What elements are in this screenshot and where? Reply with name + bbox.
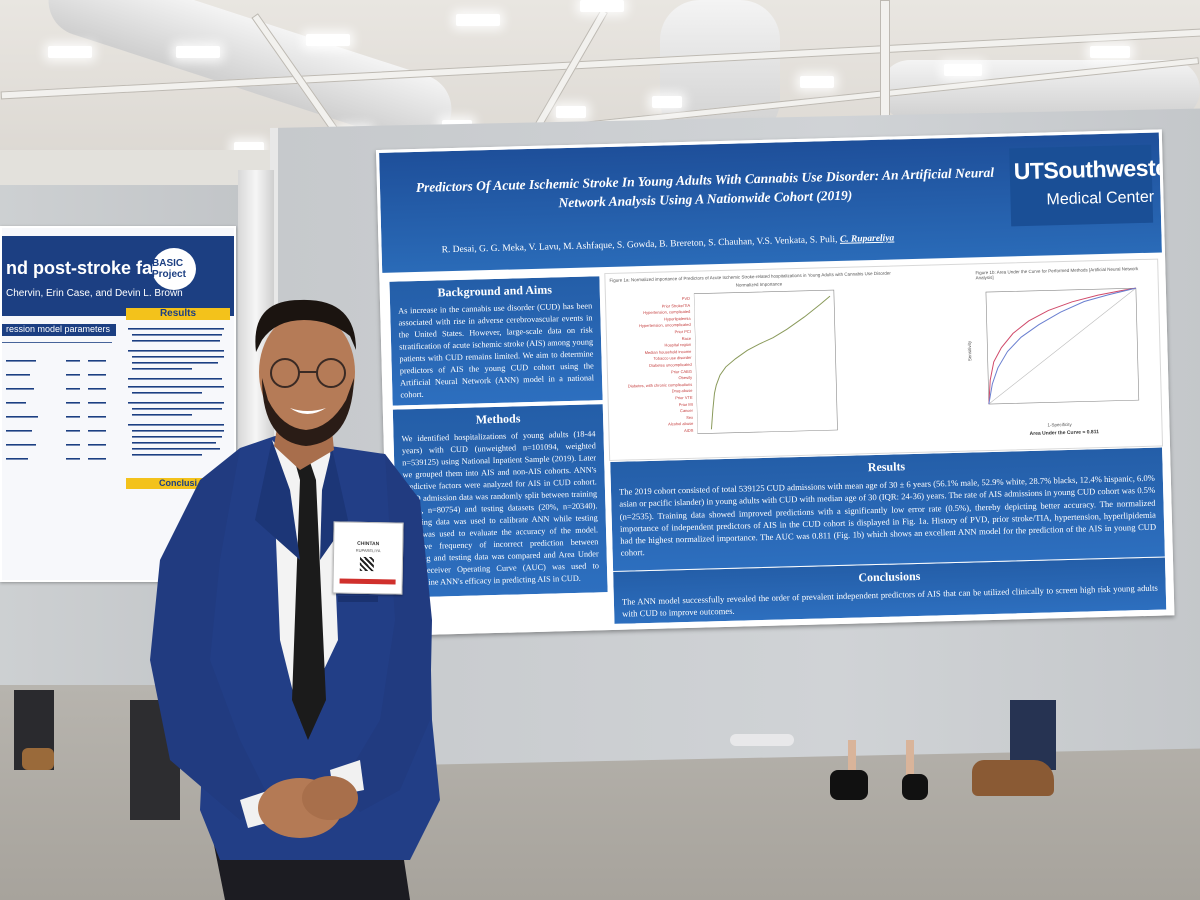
background-person-shoe — [830, 770, 868, 800]
main-poster: Predictors Of Acute Ischemic Stroke In Y… — [376, 129, 1175, 636]
ceiling-light — [176, 46, 220, 58]
fig1a-curve — [710, 295, 831, 430]
roc-curve-training — [988, 287, 1136, 405]
left-poster-header: nd post-stroke fatigue Chervin, Erin Cas… — [2, 236, 234, 316]
left-poster-conclusions-heading: Conclusi — [126, 478, 230, 489]
name-badge: CHINTAN RUPARELIYA — [332, 521, 404, 595]
badge-qr-code — [359, 556, 375, 572]
figures-panel: Figure 1a: Normalized importance of Pred… — [604, 258, 1164, 462]
background-person-shoe — [902, 774, 928, 800]
roc-curve-testing — [988, 287, 1136, 405]
background-person-legs — [906, 740, 914, 780]
background-person-shoe — [730, 734, 794, 746]
ceiling-light — [1090, 46, 1130, 58]
left-poster-title: nd post-stroke fatigue — [6, 258, 196, 278]
left-poster-table — [2, 342, 112, 460]
left-poster-authors: Chervin, Erin Case, and Devin L. Brown — [6, 288, 183, 299]
left-poster-results-heading: Results — [126, 308, 230, 320]
background-person-legs — [1010, 700, 1056, 770]
ceiling-light — [580, 0, 624, 12]
background-person-legs — [848, 740, 856, 780]
ceiling-light — [944, 64, 982, 76]
ceiling-light — [800, 76, 834, 88]
fig1b-roc-chart — [985, 287, 1140, 405]
ceiling-light — [456, 14, 500, 26]
ceiling-light — [306, 34, 350, 46]
left-poster-section-bar: ression model parameters — [2, 324, 116, 336]
left-poster-logo: BASIC Project — [152, 248, 196, 290]
background-person-shoe — [972, 760, 1054, 796]
background-person-shoe — [22, 748, 54, 770]
ceiling-light — [48, 46, 92, 58]
badge-surname: RUPARELIYA — [355, 547, 381, 554]
fig1a-chart — [693, 289, 838, 434]
badge-ribbon — [339, 578, 396, 585]
ceiling-light — [652, 96, 682, 108]
left-poster-results-text — [128, 328, 224, 456]
ceiling-light — [556, 106, 586, 118]
badge-first-name: CHINTAN — [357, 540, 380, 548]
